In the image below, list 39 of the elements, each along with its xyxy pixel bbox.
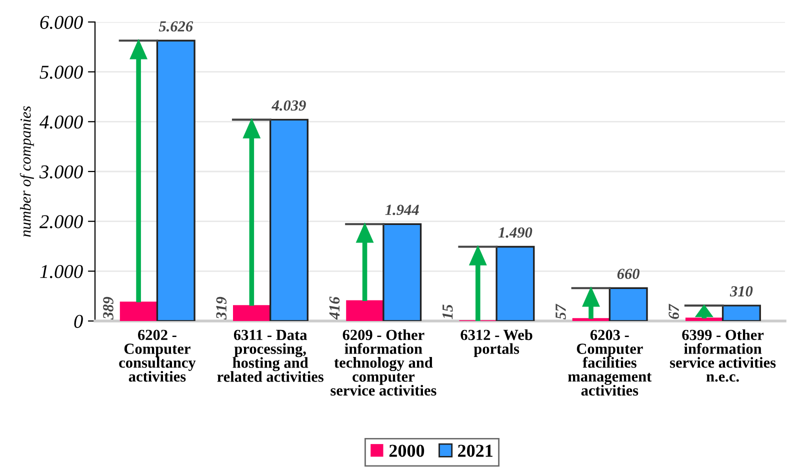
x-tick-label: 6209 - Other information technology and computer service activities bbox=[330, 329, 436, 396]
bar bbox=[156, 40, 196, 321]
x-tick-label: 6399 - Other information service activities n.e.c. bbox=[670, 329, 776, 382]
data-label: 4.039 bbox=[272, 100, 306, 111]
data-label: 319 bbox=[216, 296, 227, 320]
y-tick-label: 6.000 bbox=[40, 16, 83, 30]
y-tick-label: 0 bbox=[74, 314, 83, 328]
x-tick-label: 6202 - Computer consultancy activities bbox=[119, 330, 196, 382]
bar bbox=[382, 223, 422, 321]
data-label: 67 bbox=[668, 304, 679, 319]
data-label: 1.490 bbox=[498, 227, 532, 238]
data-label: 57 bbox=[556, 304, 566, 320]
bar bbox=[120, 302, 158, 321]
y-tick-label: 4.000 bbox=[39, 115, 83, 129]
data-label: 5.626 bbox=[158, 21, 194, 32]
bar bbox=[233, 305, 270, 321]
bar bbox=[722, 304, 761, 321]
data-label: 1.944 bbox=[385, 204, 419, 216]
data-label: 389 bbox=[103, 296, 114, 320]
data-label: 15 bbox=[442, 304, 453, 320]
y-tick-label: 1.000 bbox=[40, 264, 83, 278]
bar bbox=[608, 287, 648, 321]
legend-label: 2000 bbox=[389, 444, 424, 457]
y-tick-label: 2.000 bbox=[39, 215, 83, 228]
bar bbox=[685, 318, 723, 321]
y-tick-label: 3.000 bbox=[39, 165, 83, 179]
bar bbox=[269, 118, 308, 321]
data-label: 416 bbox=[329, 296, 340, 320]
bar bbox=[572, 318, 610, 321]
data-label: 660 bbox=[617, 268, 640, 280]
bar bbox=[496, 246, 535, 321]
y-tick-label: 5.000 bbox=[40, 66, 83, 79]
y-axis-title: number of companies bbox=[20, 106, 34, 237]
data-label: 310 bbox=[730, 286, 753, 296]
x-tick-label: 6203 - Computer facilities management activities bbox=[568, 330, 652, 396]
legend-label: 2021 bbox=[458, 444, 492, 457]
x-tick-label: 6312 - Web portals bbox=[460, 329, 532, 358]
bar bbox=[346, 300, 384, 321]
x-tick-label: 6311 - Data processing, hosting and related activities bbox=[217, 330, 324, 382]
